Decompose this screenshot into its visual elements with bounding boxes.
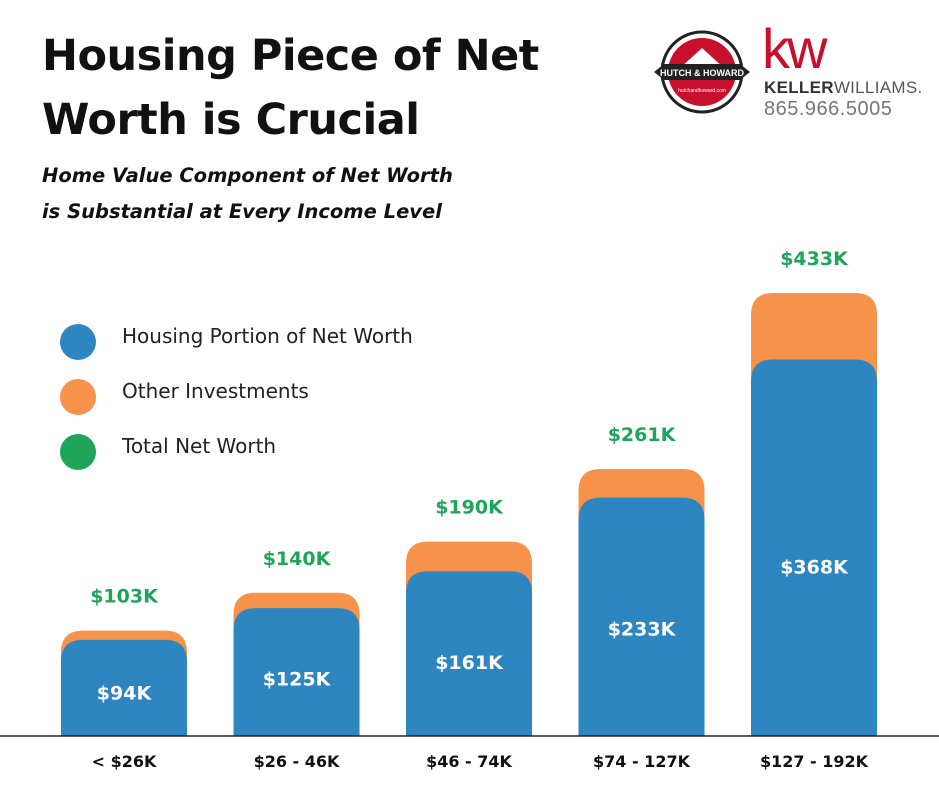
data-label-total: $140K <box>263 548 332 570</box>
legend-item-total: Total Net Worth <box>60 426 480 481</box>
data-label-total: $433K <box>780 248 849 270</box>
legend-swatch-housing <box>60 324 96 360</box>
legend-label-housing: Housing Portion of Net Worth <box>122 324 413 348</box>
category-label: $74 - 127K <box>593 752 691 771</box>
data-label-housing: $161K <box>435 652 504 674</box>
data-label-housing: $94K <box>97 683 153 705</box>
category-label: < $26K <box>92 752 157 771</box>
bar-housing-portion <box>751 359 877 736</box>
kw-name-light: WILLIAMS. <box>833 78 923 97</box>
hh-website-text: hutchandhoward.com <box>678 88 726 94</box>
category-label: $46 - 74K <box>426 752 512 771</box>
bar-housing-portion <box>406 571 532 736</box>
title-line-2: Worth is Crucial <box>42 95 420 145</box>
kw-name-bold: KELLER <box>764 78 834 97</box>
kw-phone: 865.966.5005 <box>764 98 893 120</box>
bar-housing-portion <box>578 497 705 736</box>
page-subtitle: Home Value Component of Net Worth is Sub… <box>42 158 562 230</box>
chart-legend: Housing Portion of Net Worth Other Inves… <box>60 316 480 481</box>
keller-williams-logo: kw KELLERWILLIAMS. 865.966.5005 <box>762 17 922 121</box>
kw-name: KELLERWILLIAMS. <box>764 78 922 98</box>
legend-item-other: Other Investments <box>60 371 480 426</box>
data-label-housing: $125K <box>263 668 332 690</box>
legend-swatch-total <box>60 434 96 470</box>
subtitle-line-2: is Substantial at Every Income Level <box>42 200 442 223</box>
hutch-howard-logo: HUTCH & HOWARD hutchandhoward.com <box>654 30 750 114</box>
data-label-total: $103K <box>90 586 159 608</box>
data-label-housing: $233K <box>608 619 677 641</box>
data-label-total: $190K <box>435 497 504 519</box>
legend-swatch-other <box>60 379 96 415</box>
page-title: Housing Piece of Net Worth is Crucial <box>42 24 602 152</box>
kw-mark: kw <box>762 17 827 80</box>
legend-label-other: Other Investments <box>122 379 309 403</box>
legend-label-total: Total Net Worth <box>122 434 277 458</box>
hh-badge-text: HUTCH & HOWARD <box>660 68 744 78</box>
bar-housing-portion <box>233 608 360 736</box>
legend-item-housing: Housing Portion of Net Worth <box>60 316 480 371</box>
category-label: $127 - 192K <box>760 752 869 771</box>
bar-housing-portion <box>61 639 187 736</box>
subtitle-line-1: Home Value Component of Net Worth <box>42 164 453 187</box>
data-label-total: $261K <box>608 424 677 446</box>
data-label-housing: $368K <box>780 557 849 579</box>
title-line-1: Housing Piece of Net <box>42 31 539 81</box>
category-label: $26 - 46K <box>254 752 340 771</box>
